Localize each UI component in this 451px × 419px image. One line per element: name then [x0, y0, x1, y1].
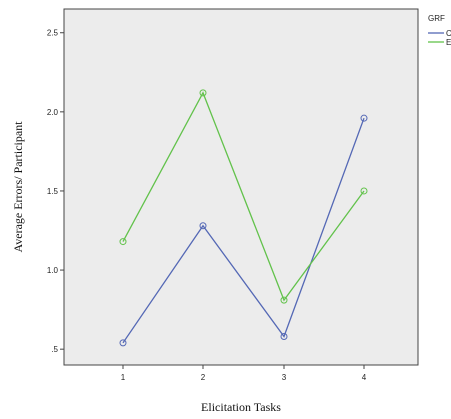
data-point-c	[280, 333, 288, 341]
data-point-c	[360, 114, 368, 122]
x-tick-label: 3	[282, 373, 287, 382]
y-tick-label: 1.5	[47, 187, 59, 196]
data-point-e	[119, 238, 127, 246]
x-axis-title: Elicitation Tasks	[201, 400, 281, 414]
y-axis: 2.5 2.0 1.5 1.0 .5	[47, 29, 64, 354]
legend-label-e: E	[446, 38, 451, 47]
legend-label-c: C	[446, 29, 451, 38]
series-layer	[119, 89, 368, 347]
series-line-c	[122, 117, 365, 344]
y-tick-label: 1.0	[47, 266, 59, 275]
plot-area	[63, 8, 419, 366]
y-tick-label: .5	[51, 345, 58, 354]
x-tick-label: 4	[362, 373, 367, 382]
series-line-e	[122, 91, 365, 302]
data-point-c	[199, 222, 207, 230]
data-point-e	[360, 187, 368, 195]
y-tick-label: 2.5	[47, 29, 59, 38]
data-point-e	[199, 89, 207, 97]
x-axis: 1 2 3 4	[121, 365, 367, 382]
y-tick-label: 2.0	[47, 108, 59, 117]
legend: GRF CE	[428, 14, 451, 47]
legend-title: GRF	[428, 14, 445, 23]
data-point-e	[280, 296, 288, 304]
y-axis-title: Average Errors/ Participant	[11, 121, 25, 253]
x-tick-label: 1	[121, 373, 126, 382]
x-tick-label: 2	[201, 373, 206, 382]
data-point-c	[119, 339, 127, 347]
